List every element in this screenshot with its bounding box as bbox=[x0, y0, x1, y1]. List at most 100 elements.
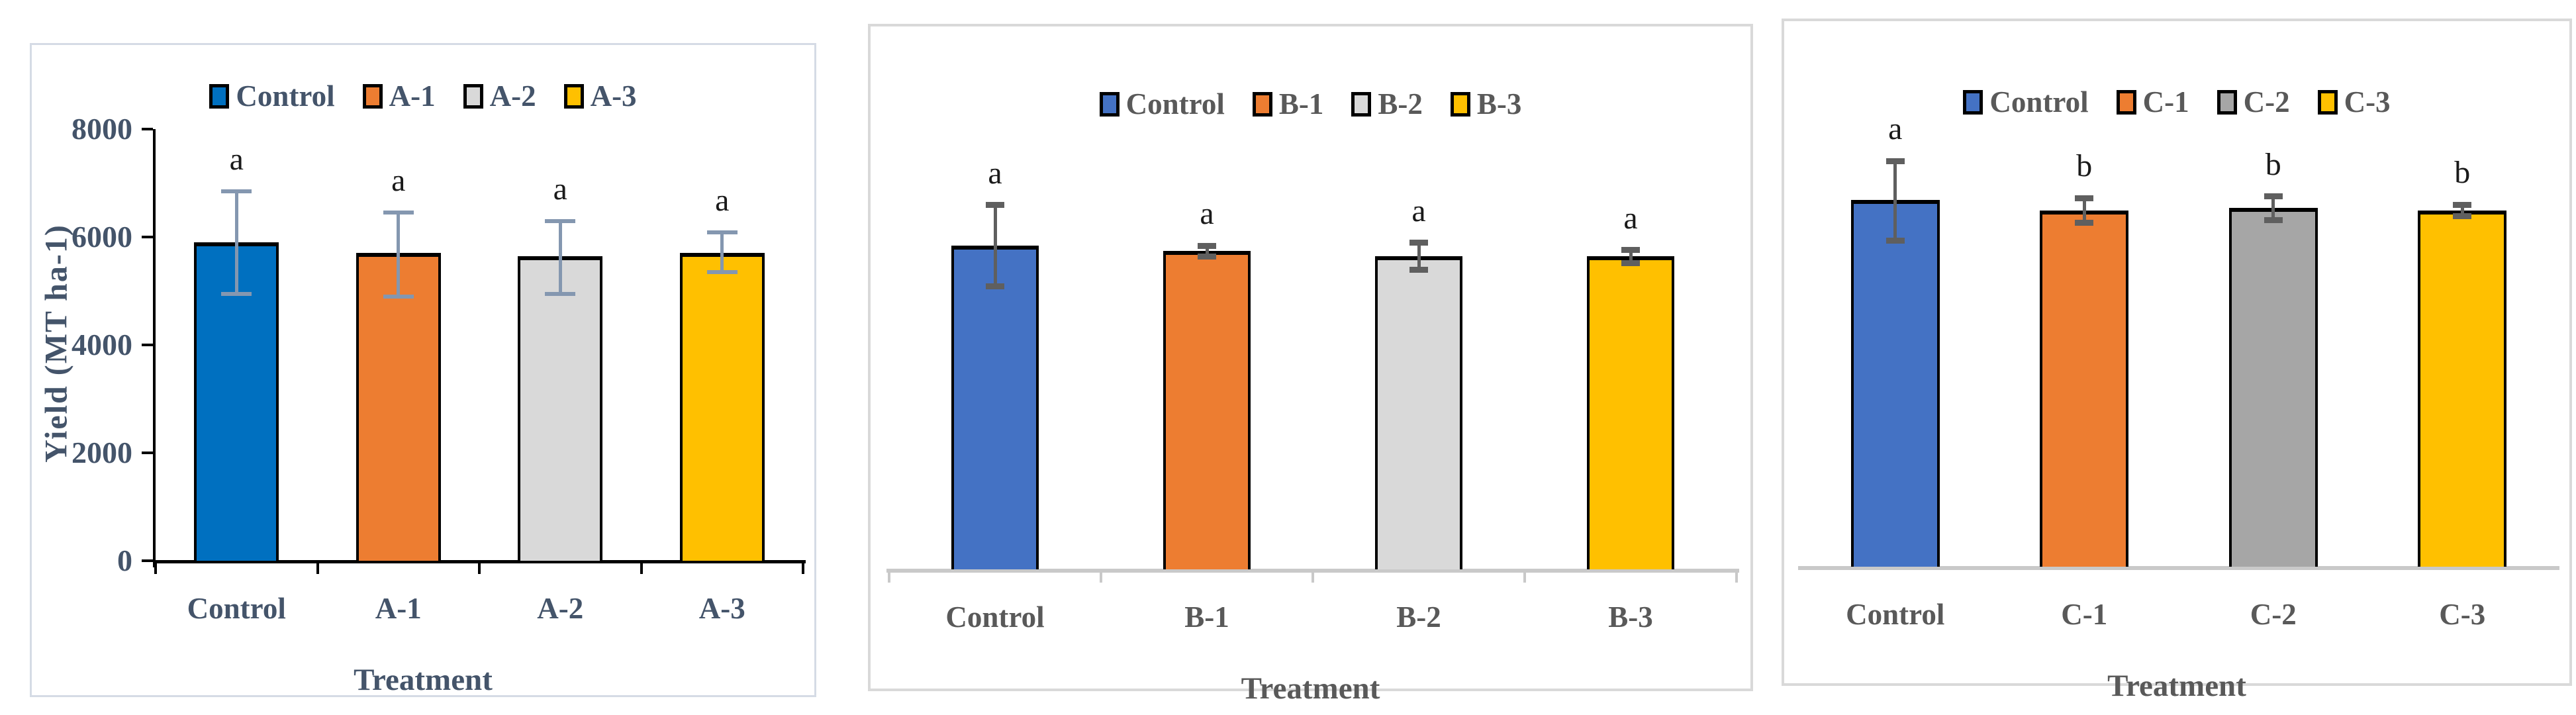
significance-letter: b bbox=[2454, 155, 2471, 191]
x-tick-mark bbox=[802, 563, 804, 574]
error-bar-line bbox=[720, 232, 724, 272]
y-tick-mark bbox=[142, 128, 153, 130]
legend-item: Control bbox=[1099, 87, 1225, 120]
error-bar-cap bbox=[1885, 158, 1905, 164]
category-label: Control bbox=[945, 600, 1045, 634]
category-label: C-3 bbox=[2439, 598, 2486, 631]
legend-label: B-2 bbox=[1378, 87, 1423, 120]
error-bar-cap bbox=[383, 294, 414, 299]
bar-control bbox=[1850, 199, 1940, 567]
x-tick-mark bbox=[478, 563, 481, 574]
legend-item: A-1 bbox=[362, 81, 436, 111]
significance-letter: a bbox=[553, 171, 567, 207]
chart-panel-b: Control B-1 B-2 B-3 a Control a B-1 a B-2 a B-3 Trea… bbox=[868, 24, 1753, 704]
error-bar-line bbox=[1629, 250, 1633, 263]
chart-panel-c: Control C-1 C-2 C-3 a Control b C-1 b C-2 b C-3 Trea… bbox=[1782, 19, 2572, 702]
significance-letter: a bbox=[1623, 200, 1638, 236]
category-label: A-1 bbox=[375, 592, 422, 625]
legend: Control B-1 B-2 B-3 bbox=[871, 89, 1750, 119]
significance-letter: b bbox=[2076, 148, 2093, 184]
legend-label: B-3 bbox=[1476, 87, 1522, 120]
category-label: A-2 bbox=[537, 592, 584, 625]
legend: Control A-1 A-2 A-3 bbox=[32, 81, 814, 111]
error-bar-cap bbox=[1621, 260, 1640, 266]
bar-a-3 bbox=[679, 253, 765, 561]
legend-label: C-1 bbox=[2142, 85, 2189, 119]
legend-label: C-2 bbox=[2243, 85, 2290, 119]
category-label: B-1 bbox=[1184, 600, 1229, 634]
bar-b-2 bbox=[1375, 256, 1462, 569]
x-tick-mark bbox=[1735, 572, 1738, 583]
y-tick-mark bbox=[142, 236, 153, 238]
error-bar-cap bbox=[2075, 220, 2094, 226]
x-tick-mark bbox=[316, 563, 319, 574]
x-axis-title: Treatment bbox=[1241, 671, 1380, 706]
x-axis-title: Treatment bbox=[354, 663, 493, 697]
y-tick-label: 6000 bbox=[72, 220, 132, 254]
legend-label: Control bbox=[236, 79, 335, 113]
category-label: C-2 bbox=[2250, 598, 2297, 631]
legend: Control C-1 C-2 C-3 bbox=[1784, 87, 2569, 117]
error-bar-cap bbox=[1409, 267, 1428, 273]
legend-item: B-1 bbox=[1252, 87, 1324, 120]
legend-swatch-icon bbox=[563, 84, 584, 109]
error-bar-cap bbox=[986, 283, 1004, 289]
bar-a-2 bbox=[518, 256, 603, 561]
error-bar-cap bbox=[2453, 213, 2472, 219]
legend-item: Control bbox=[209, 79, 335, 113]
x-tick-mark bbox=[1100, 572, 1102, 583]
y-tick-label: 0 bbox=[117, 544, 132, 577]
x-tick-mark bbox=[888, 572, 890, 583]
legend-swatch-icon bbox=[463, 84, 483, 109]
significance-letter: a bbox=[715, 183, 730, 218]
legend-swatch-icon bbox=[1099, 92, 1120, 117]
y-axis-title: Yield (MT ha-1) bbox=[38, 224, 74, 463]
legend-item: B-2 bbox=[1351, 89, 1423, 119]
x-tick-mark bbox=[1523, 572, 1526, 583]
error-bar-line bbox=[2460, 205, 2464, 216]
legend-item: A-2 bbox=[463, 81, 536, 111]
legend-swatch-icon bbox=[1252, 92, 1272, 117]
x-tick-mark bbox=[154, 563, 157, 574]
error-bar-line bbox=[2082, 198, 2086, 223]
significance-letter: a bbox=[1200, 196, 1214, 231]
legend-label: Control bbox=[1125, 87, 1225, 120]
legend-item: C-2 bbox=[2217, 87, 2290, 117]
error-bar-line bbox=[1205, 246, 1209, 257]
error-bar-cap bbox=[1621, 247, 1640, 254]
y-tick-label: 4000 bbox=[72, 328, 132, 361]
legend-swatch-icon bbox=[209, 84, 230, 109]
error-bar-cap bbox=[2264, 217, 2283, 224]
bar-c-1 bbox=[2040, 211, 2129, 567]
significance-letter: a bbox=[391, 163, 406, 199]
error-bar-cap bbox=[1409, 240, 1428, 246]
error-bar-cap bbox=[221, 189, 252, 193]
legend-label: A-2 bbox=[489, 79, 536, 113]
error-bar-cap bbox=[2075, 195, 2094, 201]
x-tick-mark bbox=[640, 563, 643, 574]
error-bar-line bbox=[234, 191, 238, 294]
significance-letter: a bbox=[229, 141, 244, 177]
legend-swatch-icon bbox=[2317, 90, 2338, 115]
error-bar-cap bbox=[2264, 193, 2283, 200]
y-tick-mark bbox=[142, 559, 153, 562]
bar-c-2 bbox=[2228, 208, 2318, 567]
error-bar-cap bbox=[545, 218, 576, 223]
legend-item: Control bbox=[1963, 87, 2089, 117]
y-tick-mark bbox=[142, 344, 153, 346]
error-bar-cap bbox=[221, 291, 252, 296]
error-bar-line bbox=[558, 220, 562, 294]
bar-control bbox=[951, 246, 1039, 569]
legend-swatch-icon bbox=[1351, 92, 1372, 117]
legend-label: B-1 bbox=[1278, 87, 1324, 120]
error-bar-cap bbox=[986, 202, 1004, 209]
error-bar-cap bbox=[2453, 201, 2472, 208]
error-bar-cap bbox=[383, 211, 414, 215]
legend-item: A-3 bbox=[563, 81, 637, 111]
legend-swatch-icon bbox=[1963, 90, 1983, 115]
legend-swatch-icon bbox=[2217, 90, 2237, 115]
category-label: B-3 bbox=[1608, 600, 1653, 634]
x-axis-title: Treatment bbox=[2107, 669, 2246, 703]
x-tick-mark bbox=[1312, 572, 1314, 583]
legend-item: C-3 bbox=[2317, 87, 2391, 117]
